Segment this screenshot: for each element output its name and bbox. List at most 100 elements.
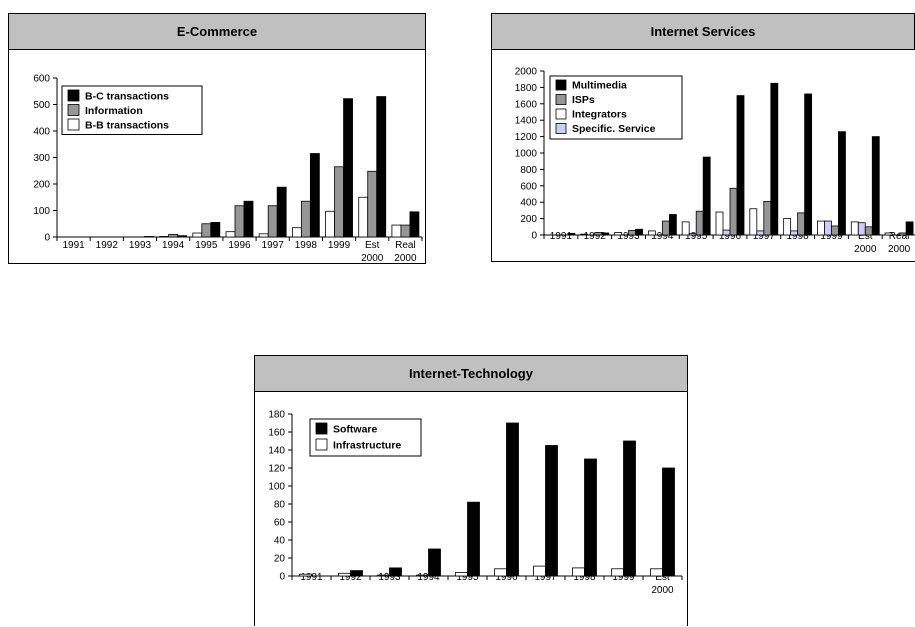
bar <box>276 186 287 238</box>
x-tick-label: 2000 <box>888 244 911 255</box>
x-tick-label: 1992 <box>339 572 362 583</box>
bar <box>400 224 411 238</box>
x-tick-label: 1995 <box>685 231 708 242</box>
bar <box>797 212 806 236</box>
bar <box>715 211 724 236</box>
x-tick-label: 1999 <box>612 572 635 583</box>
x-tick-label: 1996 <box>228 240 251 251</box>
bar <box>334 166 344 238</box>
y-tick-label: 180 <box>268 410 285 421</box>
x-tick-label: 2000 <box>394 253 417 264</box>
bar <box>168 233 179 238</box>
y-tick-label: 600 <box>33 74 50 85</box>
bar <box>871 136 880 236</box>
legend-swatch <box>67 104 80 116</box>
ecommerce-chart-svg: 0 100 200 300 400 500 600 1991 1992 1993 1994 1995 1… <box>33 74 423 264</box>
x-tick-label: 1994 <box>651 231 674 242</box>
x-tick-label: 1998 <box>295 240 318 251</box>
bar <box>416 574 429 577</box>
bar <box>650 568 663 577</box>
x-tick-label: 1993 <box>378 572 401 583</box>
y-tick-label: 60 <box>274 518 286 529</box>
ecommerce-chart-area: 0 100 200 300 400 500 600 1991 1992 1993 1994 1995 1… <box>8 49 426 264</box>
legend-swatch <box>67 118 80 131</box>
y-tick-label: 200 <box>520 214 537 225</box>
bar <box>572 567 585 577</box>
bar <box>635 228 643 236</box>
bar <box>300 200 311 238</box>
x-tick-label: Real <box>889 231 910 242</box>
bar <box>756 230 765 236</box>
x-tick-label: 1996 <box>719 231 742 242</box>
bar <box>267 205 278 238</box>
x-tick-label: 1995 <box>456 572 479 583</box>
bar <box>763 200 772 236</box>
y-tick-label: 40 <box>274 536 286 547</box>
legend-label: Integrators <box>572 109 627 121</box>
bar <box>144 236 154 238</box>
bar <box>210 222 221 238</box>
bar <box>467 501 480 577</box>
legend-label: Infrastructure <box>333 440 401 452</box>
bar <box>580 233 589 236</box>
bar <box>662 467 675 577</box>
bar <box>688 232 697 236</box>
bar <box>545 445 558 577</box>
bar <box>159 236 170 238</box>
internet-services-chart-title: Internet Services <box>491 13 915 50</box>
internet-services-chart-area: 0 200 400 600 800 1000 1200 1400 1600 1800 2000 199… <box>491 49 915 262</box>
bar <box>389 567 402 577</box>
x-tick-label: Real <box>395 240 416 251</box>
legend-label: Multimedia <box>572 80 627 92</box>
bar <box>824 220 832 236</box>
bar <box>494 568 507 577</box>
bar <box>783 218 792 236</box>
x-tick-label: 1997 <box>753 231 776 242</box>
bar <box>428 548 441 577</box>
y-tick-label: 1800 <box>515 83 538 94</box>
x-tick-label: 1998 <box>787 231 810 242</box>
bar <box>601 232 610 236</box>
legend-swatch <box>315 438 328 451</box>
bar <box>749 208 758 236</box>
y-tick-label: 80 <box>274 500 286 511</box>
y-tick-label: 1200 <box>515 132 538 143</box>
ecommerce-chart-title: E-Commerce <box>8 13 426 50</box>
bar <box>533 565 546 577</box>
bar <box>234 205 245 238</box>
bar <box>736 95 745 236</box>
internet-technology-chart-panel: Internet-Technology 0 20 40 60 80 100 120 140 16… <box>254 355 688 626</box>
bar <box>884 232 893 236</box>
legend-box <box>549 75 683 140</box>
y-tick-label: 400 <box>33 127 50 138</box>
bar <box>455 571 468 577</box>
internet-technology-chart-area: 0 20 40 60 80 100 120 140 160 180 1991 1992 1993 1994… <box>254 391 688 626</box>
legend-label: Specific. Service <box>572 123 656 135</box>
bar <box>729 187 738 236</box>
x-tick-label: 1999 <box>328 240 351 251</box>
bar <box>611 568 624 577</box>
bar <box>243 200 254 238</box>
bar <box>409 211 420 238</box>
y-tick-label: 20 <box>274 554 286 565</box>
x-tick-label: 1992 <box>96 240 119 251</box>
legend-label: ISPs <box>572 94 595 106</box>
bar <box>668 214 677 236</box>
bar <box>722 229 731 236</box>
bar <box>695 210 704 236</box>
internet-technology-chart-title: Internet-Technology <box>254 355 688 392</box>
bar <box>790 230 799 236</box>
bar <box>623 440 636 577</box>
y-tick-label: 1400 <box>515 116 538 127</box>
bar <box>201 223 212 238</box>
y-tick-label: 140 <box>268 446 285 457</box>
bar <box>225 231 236 238</box>
bar <box>258 233 269 238</box>
bar <box>661 220 670 236</box>
bar <box>177 235 188 238</box>
bar <box>377 574 390 577</box>
y-tick-label: 100 <box>268 482 285 493</box>
y-tick-label: 2000 <box>515 67 538 78</box>
y-tick-label: 600 <box>520 181 537 192</box>
legend-swatch <box>555 94 567 105</box>
